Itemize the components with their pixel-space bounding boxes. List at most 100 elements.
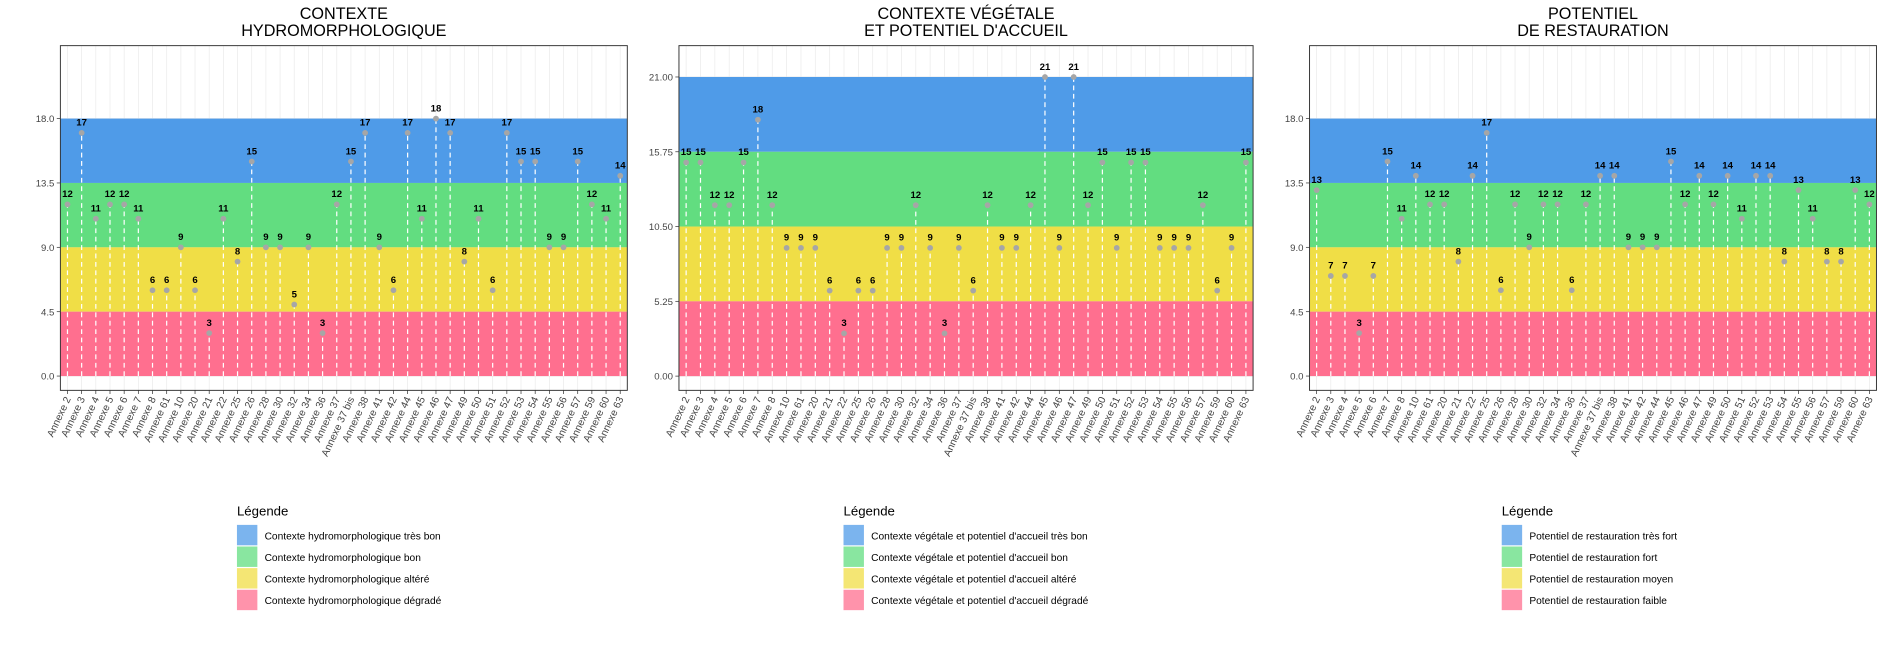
legend-swatch: [1501, 524, 1523, 546]
chart-title: CONTEXTE VÉGÉTALE: [877, 4, 1054, 23]
value-label: 9: [798, 233, 803, 244]
legend-swatch: [1501, 568, 1523, 589]
point: [855, 287, 862, 294]
value-label: 8: [462, 246, 468, 257]
point: [617, 172, 624, 179]
value-label: 12: [1439, 189, 1450, 200]
point: [1228, 245, 1235, 251]
point: [248, 158, 255, 165]
legend-swatch: [236, 589, 258, 611]
point: [1342, 273, 1348, 279]
band: [678, 151, 1254, 227]
value-label: 14: [1751, 161, 1762, 172]
value-label: 9: [1171, 233, 1176, 244]
point: [1455, 258, 1462, 265]
point: [1483, 130, 1490, 136]
point: [955, 245, 962, 251]
band: [60, 247, 628, 312]
point: [740, 159, 747, 166]
point: [1653, 244, 1660, 251]
point: [1526, 244, 1533, 251]
y-tick-label: 0.0: [41, 372, 54, 383]
point: [64, 201, 71, 208]
point: [1128, 159, 1134, 166]
value-label: 12: [1198, 190, 1209, 201]
value-label: 11: [601, 204, 612, 215]
value-label: 12: [1083, 190, 1094, 201]
point: [1113, 245, 1120, 251]
point: [1696, 172, 1703, 179]
point: [78, 130, 85, 136]
point: [1356, 330, 1363, 337]
point: [135, 215, 142, 222]
point: [546, 244, 553, 251]
point: [1767, 172, 1774, 179]
value-label: 12: [1510, 189, 1521, 200]
value-label: 15: [246, 146, 257, 157]
point: [769, 202, 776, 209]
point: [588, 201, 595, 208]
legend-label: Contexte hydromorphologique très bon: [265, 531, 441, 542]
point: [1682, 201, 1689, 208]
value-label: 14: [1722, 161, 1733, 172]
value-label: 9: [1014, 233, 1019, 244]
value-label: 12: [767, 190, 778, 201]
value-label: 15: [681, 147, 692, 158]
value-label: 6: [192, 275, 197, 286]
point: [1838, 258, 1844, 265]
value-label: 9: [277, 232, 282, 243]
legend-swatch: [1501, 589, 1523, 611]
value-label: 9: [1157, 233, 1162, 244]
value-label: 15: [346, 146, 357, 157]
value-label: 7: [1328, 261, 1333, 272]
point: [418, 215, 425, 222]
point: [362, 130, 368, 136]
point: [603, 215, 609, 222]
y-tick-label: 13.5: [36, 179, 55, 190]
value-label: 13: [1793, 175, 1804, 186]
point: [574, 158, 581, 165]
y-tick-label: 18.0: [1285, 114, 1304, 125]
point: [1327, 273, 1334, 279]
point: [121, 201, 128, 208]
point: [783, 245, 790, 251]
point: [1370, 273, 1377, 279]
value-label: 18: [431, 103, 442, 114]
point: [812, 245, 819, 251]
value-label: 6: [827, 275, 832, 286]
value-label: 9: [1186, 233, 1191, 244]
value-label: 12: [724, 190, 735, 201]
legend-swatch: [236, 524, 258, 546]
point: [277, 244, 283, 251]
point: [927, 245, 934, 251]
value-label: 15: [1126, 147, 1137, 158]
value-label: 9: [1640, 232, 1645, 243]
y-tick-label: 10.50: [649, 222, 673, 233]
value-label: 6: [971, 275, 976, 286]
point: [999, 245, 1005, 251]
value-label: 14: [1467, 161, 1478, 172]
value-label: 6: [391, 275, 396, 286]
point: [1042, 74, 1048, 80]
value-label: 14: [1595, 161, 1606, 172]
value-label: 12: [331, 189, 342, 200]
value-label: 11: [133, 204, 144, 215]
value-label: 9: [377, 232, 382, 243]
legend-swatch: [843, 524, 864, 546]
point: [1597, 172, 1603, 179]
value-label: 8: [235, 246, 241, 257]
chart-title: ET POTENTIEL D'ACCUEIL: [864, 22, 1068, 40]
legend-swatch: [236, 568, 258, 589]
legend-label: Potentiel de restauration très fort: [1529, 531, 1677, 542]
legend-swatch: [843, 589, 864, 611]
point: [1852, 187, 1859, 193]
legend-title: Légende: [1502, 503, 1553, 518]
value-label: 12: [910, 190, 921, 201]
value-label: 11: [473, 204, 484, 215]
point: [1185, 245, 1192, 251]
chart-title: CONTEXTE: [300, 5, 388, 23]
value-label: 14: [1694, 161, 1705, 172]
point: [1013, 245, 1020, 251]
legend-title: Légende: [237, 503, 288, 518]
